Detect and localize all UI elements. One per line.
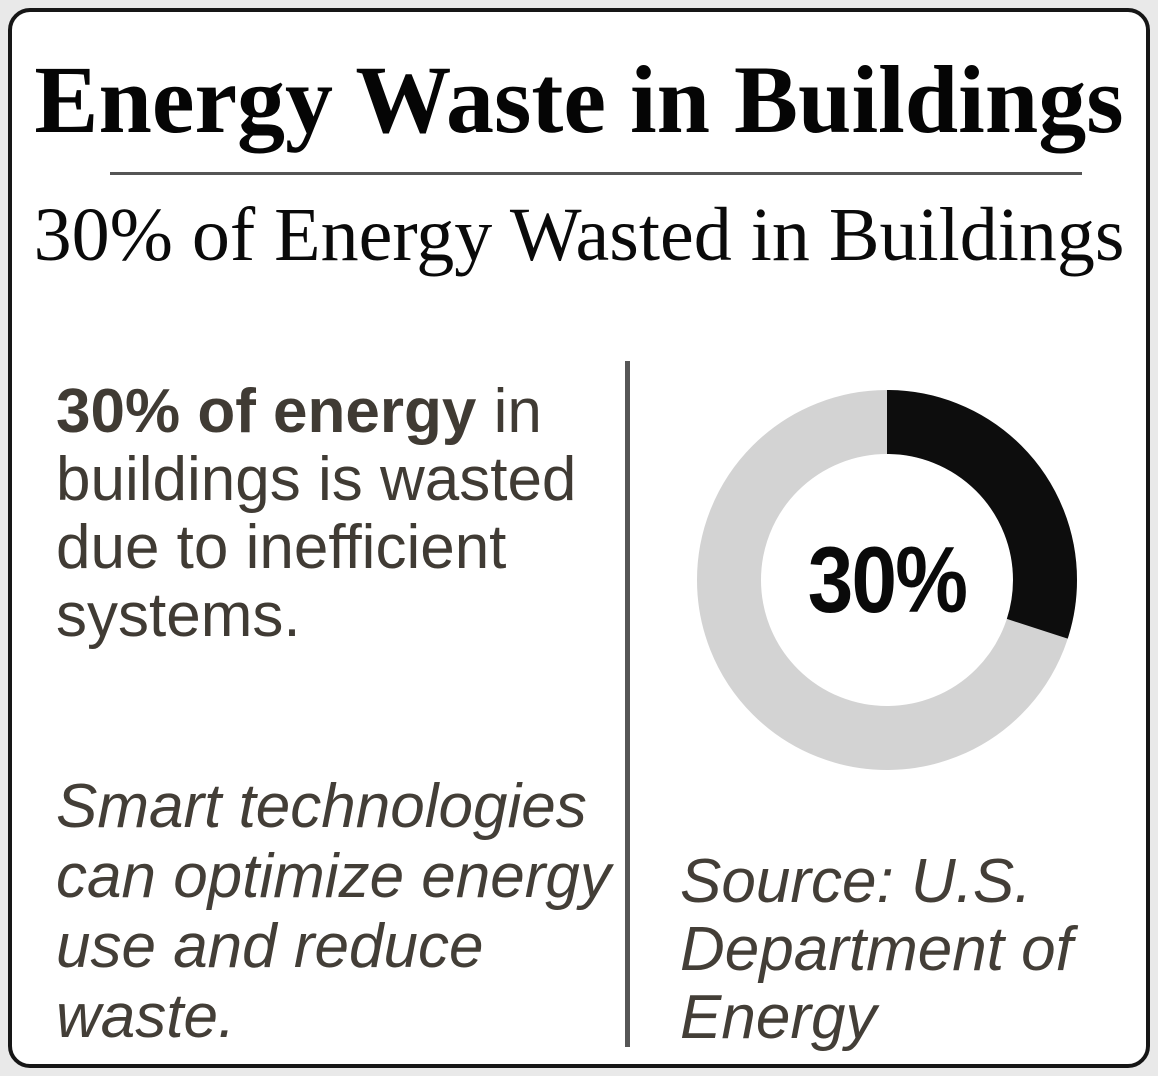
donut-value-arc <box>697 390 1077 770</box>
column-divider <box>625 361 630 1047</box>
title-divider <box>110 172 1082 175</box>
page-subtitle: 30% of Energy Wasted in Buildings <box>33 193 1125 277</box>
donut-chart-svg <box>697 390 1077 770</box>
note-paragraph: Smart technologies can optimize energy u… <box>56 772 611 1051</box>
stat-highlight: 30% of energy <box>56 377 477 446</box>
donut-center-label: 30% <box>807 527 968 632</box>
stat-paragraph: 30% of energy in buildings is wasted due… <box>56 378 616 650</box>
infographic-card: Energy Waste in Buildings 30% of Energy … <box>8 8 1150 1068</box>
stat-rest: in buildings is wasted due to inefficien… <box>56 377 577 650</box>
page-title: Energy Waste in Buildings <box>34 46 1124 153</box>
source-text: Source: U.S. Department of Energy <box>680 847 1073 1052</box>
donut-chart: 30% <box>697 390 1077 770</box>
